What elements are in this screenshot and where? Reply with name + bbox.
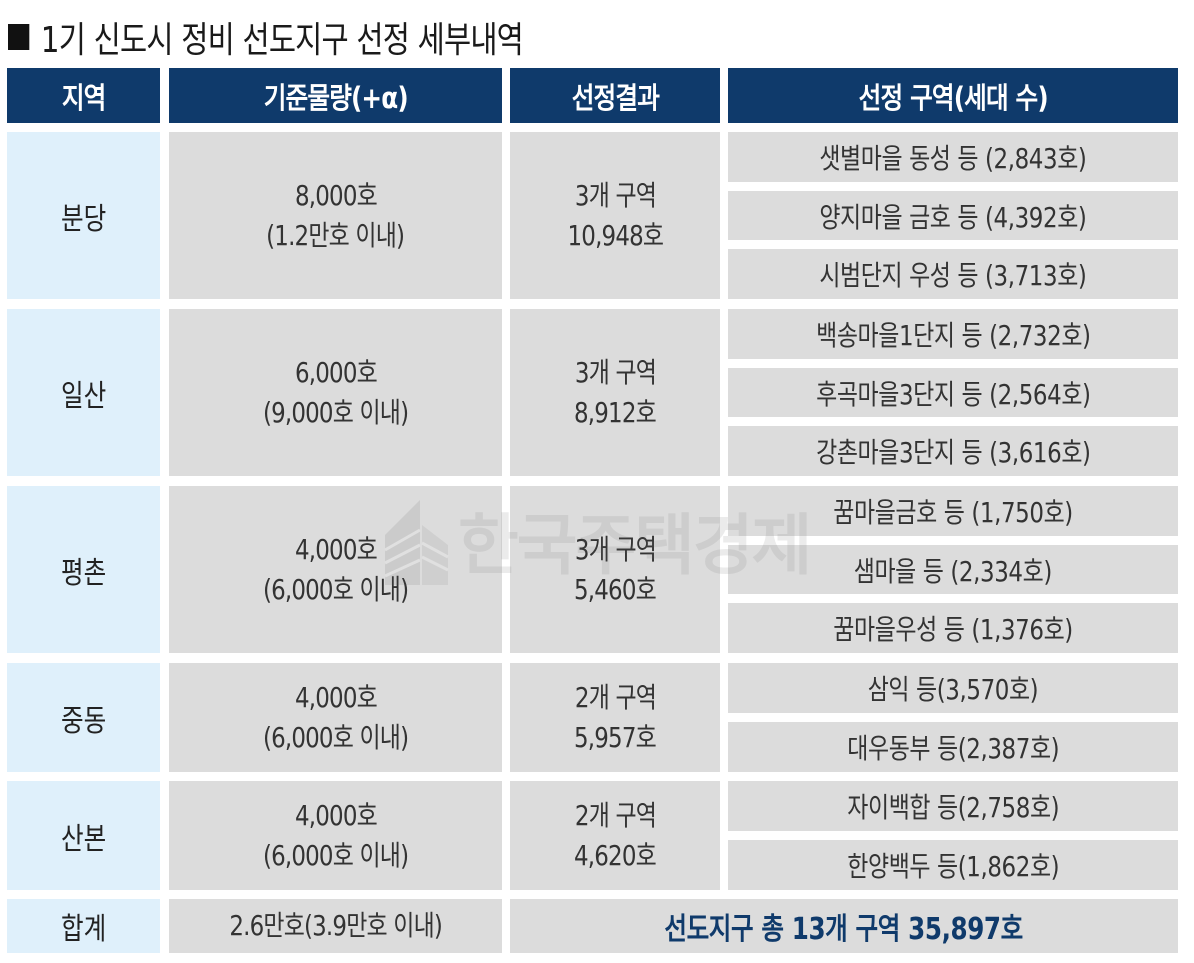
zone-item: 백송마을1단지 등 (2,732호) [728, 309, 1178, 359]
region-cell: 평촌 [7, 486, 160, 653]
header-region: 지역 [7, 68, 160, 123]
total-label-cell: 합계 [7, 899, 160, 953]
result-cell: 3개 구역 8,912호 [510, 309, 720, 476]
zone-item: 꿈마을금호 등 (1,750호) [728, 486, 1178, 536]
base-volume-cell: 4,000호 (6,000호 이내) [169, 486, 502, 653]
zone-item: 후곡마을3단지 등 (2,564호) [728, 368, 1178, 417]
region-cell: 일산 [7, 309, 160, 476]
header-base-volume: 기준물량(+α) [169, 68, 502, 123]
header-result: 선정결과 [510, 68, 720, 123]
zone-item: 삼익 등(3,570호) [728, 663, 1178, 713]
zone-item: 양지마을 금호 등 (4,392호) [728, 191, 1178, 240]
zone-item: 자이백합 등(2,758호) [728, 781, 1178, 831]
header-zones: 선정 구역(세대 수) [728, 68, 1178, 123]
region-cell: 중동 [7, 663, 160, 772]
zone-item: 샘마을 등 (2,334호) [728, 545, 1178, 594]
total-base-cell: 2.6만호(3.9만호 이내) [169, 899, 502, 953]
zone-item: 꿈마을우성 등 (1,376호) [728, 603, 1178, 653]
region-cell: 분당 [7, 132, 160, 299]
zone-item: 샛별마을 동성 등 (2,843호) [728, 132, 1178, 182]
total-summary-cell: 선도지구 총 13개 구역 35,897호 [510, 899, 1178, 953]
base-volume-cell: 4,000호 (6,000호 이내) [169, 663, 502, 772]
region-cell: 산본 [7, 781, 160, 890]
page-title: 1기 신도시 정비 선도지구 선정 세부내역 [8, 14, 524, 61]
base-volume-cell: 8,000호 (1.2만호 이내) [169, 132, 502, 299]
result-cell: 2개 구역 5,957호 [510, 663, 720, 772]
result-cell: 2개 구역 4,620호 [510, 781, 720, 890]
zone-item: 한양백두 등(1,862호) [728, 840, 1178, 890]
zone-item: 강촌마을3단지 등 (3,616호) [728, 426, 1178, 476]
base-volume-cell: 4,000호 (6,000호 이내) [169, 781, 502, 890]
square-bullet-icon [8, 24, 30, 50]
result-cell: 3개 구역 5,460호 [510, 486, 720, 653]
title-text: 1기 신도시 정비 선도지구 선정 세부내역 [40, 20, 524, 61]
result-cell: 3개 구역 10,948호 [510, 132, 720, 299]
zone-item: 시범단지 우성 등 (3,713호) [728, 249, 1178, 299]
zone-item: 대우동부 등(2,387호) [728, 722, 1178, 772]
base-volume-cell: 6,000호 (9,000호 이내) [169, 309, 502, 476]
